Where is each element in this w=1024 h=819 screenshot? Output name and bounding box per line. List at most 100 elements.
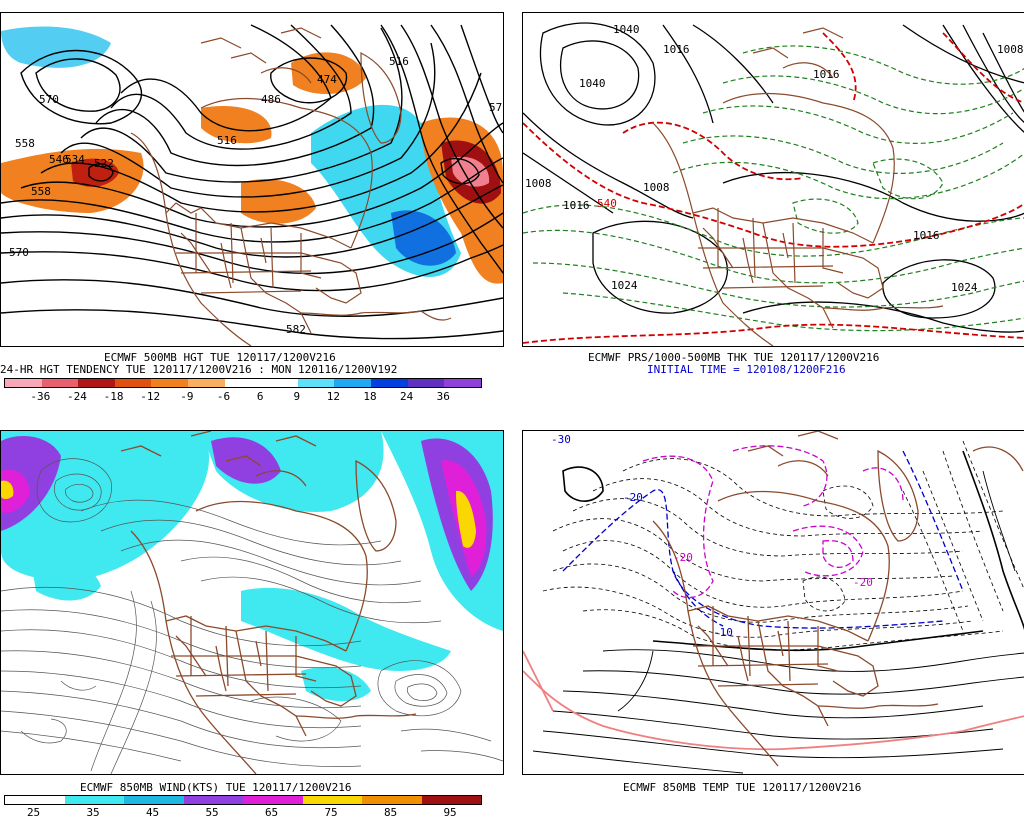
isobar-label: 1008 [643,181,670,194]
colorbar-swatch [224,379,262,387]
contour-label: 582 [286,323,306,336]
isobar-label: 1016 [663,43,690,56]
colorbar-tick-label: 95 [443,806,457,819]
map-mslp: 1040 1016 1040 1008 1016 1024 1024 1016 … [523,22,1024,346]
colorbar-swatch [114,379,152,387]
isobar-label: 1024 [951,281,978,294]
map-500mb: 570 558 522 534 546 558 570 582 474 486 … [1,24,503,346]
panel-500mb-height: 570 558 522 534 546 558 570 582 474 486 … [0,12,504,347]
isotherm-label: -10 [713,626,733,639]
colorbar-tick-label: 6 [256,390,264,403]
colorbar-tick-label: 18 [363,390,377,403]
wind-yellow-ne [456,490,476,548]
isobar-label: 1016 [813,68,840,81]
colorbar-swatch [64,796,124,804]
colorbar-swatch [151,379,189,387]
coastlines [652,27,944,346]
contour-label: 546 [49,153,69,166]
wind-magenta-nw [1,469,30,513]
colorbar-swatch [261,379,298,387]
isotherm-label: -20 [623,491,643,504]
isobar-label: 1016 [913,229,940,242]
colorbar-tick-label: 35 [86,806,100,819]
colorbar-tick-label: 55 [205,806,219,819]
isotherm-label: -20 [853,576,873,589]
tendency-blue-dark [391,210,456,266]
isobar-label: 1040 [613,23,640,36]
panel1-caption-2: 24-HR HGT TENDENCY TUE 120117/1200V216 :… [0,363,398,376]
colorbar-swatch [124,796,184,804]
map-850wind [1,431,503,774]
colorbar-tick-label: -24 [67,390,87,403]
panel2-caption-2: INITIAL TIME = 120108/1200F216 [647,363,846,376]
isotherm-label: -20 [673,551,693,564]
colorbar-tick-label: 85 [383,806,398,819]
thickness-red [523,32,1024,344]
colorbar-tick-label: 45 [145,806,160,819]
panel-850mb-temp: -30 -20 -20 -10 -20 [522,430,1024,775]
wind-cyan-s [301,667,371,702]
isobar-label: 1024 [611,279,638,292]
isobar-label: 1008 [525,177,552,190]
colorbar-swatch [5,379,42,387]
contour-label: 558 [15,137,35,150]
temp-solid [532,450,1024,774]
colorbar-tick-label: 65 [264,806,279,819]
panel-mslp-thickness: 1040 1016 1040 1008 1016 1024 1024 1016 … [522,12,1024,347]
colorbar-swatch [243,796,303,804]
thickness-green [523,45,1024,332]
panel3-caption-1: ECMWF 850MB WIND(KTS) TUE 120117/1200V21… [80,781,352,794]
colorbar-tick-label: 12 [326,390,340,403]
colorbar-tick-label: -6 [216,390,231,403]
colorbar-tick-label: -12 [140,390,161,403]
colorbar-swatch [371,379,408,387]
map-850temp: -30 -20 -20 -10 -20 [523,431,1024,774]
wind-yellow-nw [1,480,14,500]
colorbar-swatch [444,379,481,387]
height-labels: 570 558 522 534 546 558 570 582 474 486 … [9,55,502,336]
thickness-label: 540 [597,197,617,210]
contour-label: 558 [31,185,51,198]
contour-label: 516 [217,134,237,147]
colorbar-swatch [362,796,422,804]
temp-labels: -30 -20 -20 -10 -20 [551,433,873,639]
colorbar-tick-label: 9 [293,390,301,403]
colorbar-swatch [297,379,335,387]
colorbar-swatch [334,379,372,387]
colorbar-swatch [78,379,115,387]
contour-label: 486 [261,93,281,106]
panel1-caption-1: ECMWF 500MB HGT TUE 120117/1200V216 [104,351,336,364]
colorbar-tick-label: -9 [180,390,194,403]
colorbar-swatch [302,796,362,804]
panel-850mb-wind [0,430,504,775]
isobar-label: 1008 [997,43,1024,56]
colorbar-swatch [421,796,481,804]
panel2-caption-1: ECMWF PRS/1000-500MB THK TUE 120117/1200… [588,351,880,364]
colorbar-tick-label: -36 [30,390,51,403]
contour-label: 516 [389,55,409,68]
colorbar-swatch [183,796,243,804]
mslp-labels: 1040 1016 1040 1008 1016 1024 1024 1016 … [525,23,1024,294]
panel4-caption-1: ECMWF 850MB TEMP TUE 120117/1200V216 [623,781,862,794]
contour-label: 57 [489,101,502,114]
colorbar-tick-label: -18 [103,390,124,403]
isobar-label: 1016 [563,199,590,212]
isotherm-label: -30 [551,433,571,446]
contour-label: 522 [94,157,114,170]
tendency-colorbar [4,378,482,388]
colorbar-swatch [188,379,225,387]
colorbar-tick-label: 25 [26,806,41,819]
streamlines [1,458,503,774]
height-contours [1,24,503,340]
coastlines [652,431,1024,767]
colorbar-swatch [407,379,445,387]
colorbar-swatch [5,796,65,804]
colorbar-tick-label: 36 [436,390,450,403]
contour-label: 570 [39,93,59,106]
contour-label: 570 [9,246,29,259]
coastlines [120,431,417,774]
temp-dashed [542,440,1024,651]
temp-magenta [642,445,904,599]
wind-cyan-c [241,587,451,671]
tendency-blue-nw [1,26,111,68]
